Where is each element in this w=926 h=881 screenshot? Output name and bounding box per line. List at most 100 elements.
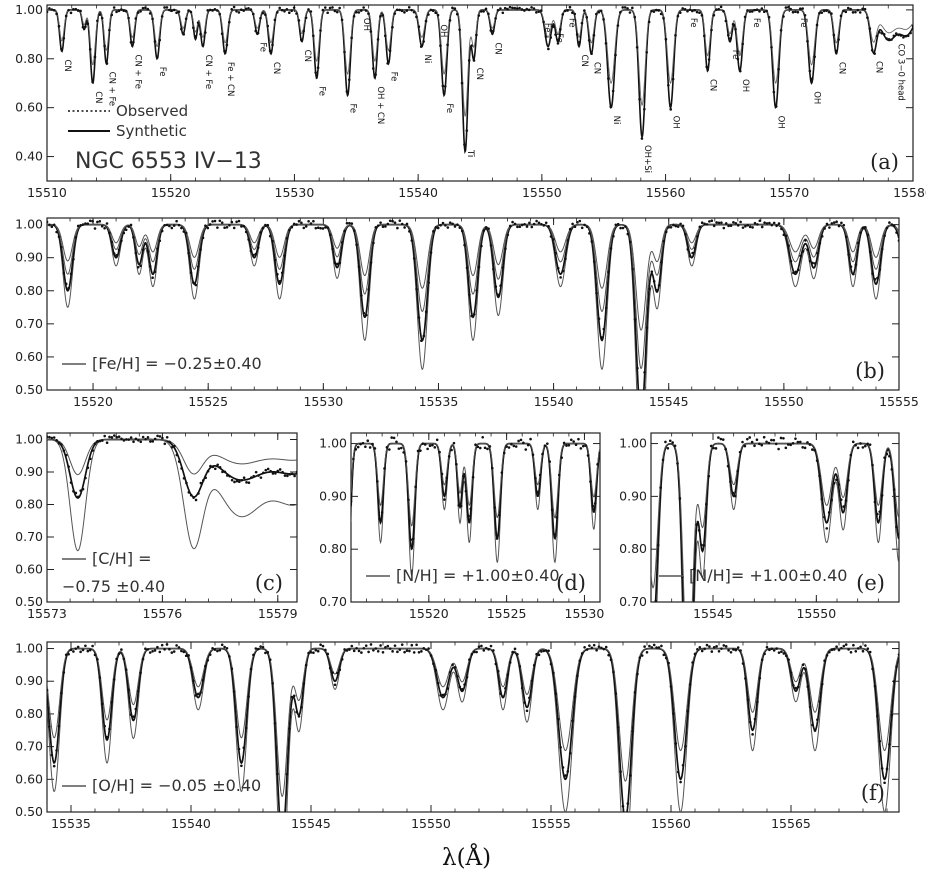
line-id-label: Fe <box>388 72 398 82</box>
observed-point <box>153 649 157 652</box>
observed-point <box>544 35 548 38</box>
observed-point <box>76 645 80 649</box>
observed-point <box>710 28 713 32</box>
observed-point <box>770 45 773 49</box>
observed-point <box>411 537 415 541</box>
observed-point <box>707 58 711 61</box>
observed-point <box>765 440 768 444</box>
observed-point <box>74 647 78 650</box>
observed-point <box>199 248 202 251</box>
observed-point <box>587 38 591 42</box>
observed-point <box>593 502 597 505</box>
observed-point <box>264 651 267 655</box>
observed-point <box>811 448 814 451</box>
observed-point <box>667 83 670 87</box>
observed-point <box>316 226 320 229</box>
observed-point <box>541 452 544 456</box>
observed-point <box>763 221 766 224</box>
observed-point <box>619 10 622 14</box>
observed-point <box>847 648 850 651</box>
observed-point <box>683 7 687 11</box>
observed-point <box>628 240 632 244</box>
observed-point <box>758 10 761 13</box>
observed-point <box>530 6 533 9</box>
observed-point <box>288 228 291 232</box>
observed-point <box>645 50 649 54</box>
observed-point <box>859 442 862 445</box>
observed-point <box>885 452 889 456</box>
observed-point <box>417 25 421 29</box>
observed-point <box>733 494 737 498</box>
observed-point <box>686 9 689 13</box>
observed-point <box>746 437 749 441</box>
observed-point <box>285 8 289 11</box>
observed-point <box>362 311 366 315</box>
observed-point <box>506 233 510 237</box>
observed-point <box>842 505 845 508</box>
observed-point <box>746 224 750 227</box>
observed-point <box>502 451 506 455</box>
observed-point <box>300 221 303 225</box>
observed-point <box>362 6 365 9</box>
observed-point <box>590 646 594 650</box>
observed-point <box>650 270 654 273</box>
observed-point <box>547 47 550 51</box>
observed-point <box>681 763 685 767</box>
observed-point <box>312 651 315 655</box>
observed-point <box>482 229 486 232</box>
observed-point <box>806 248 810 252</box>
observed-point <box>139 264 142 268</box>
observed-point <box>532 222 536 226</box>
observed-point <box>124 228 128 232</box>
observed-point <box>803 13 807 17</box>
observed-point <box>837 224 841 228</box>
observed-point <box>483 446 487 450</box>
observed-point <box>828 226 831 229</box>
observed-point <box>643 645 646 648</box>
observed-point <box>457 504 461 507</box>
observed-point <box>537 221 541 225</box>
line-id-label: OH <box>776 116 786 129</box>
observed-point <box>524 448 528 451</box>
observed-point <box>364 644 368 647</box>
observed-point <box>595 291 598 295</box>
observed-point <box>746 698 750 701</box>
observed-point <box>576 221 579 224</box>
observed-point <box>384 225 387 228</box>
observed-point <box>858 11 862 14</box>
observed-point <box>302 226 306 230</box>
observed-point <box>379 15 382 18</box>
synthetic-curve-0 <box>656 443 899 602</box>
observed-point <box>604 306 608 310</box>
observed-point <box>638 97 641 101</box>
observed-point <box>419 45 423 48</box>
observed-point <box>659 486 662 489</box>
observed-point <box>319 29 322 32</box>
observed-point <box>904 34 908 38</box>
observed-point <box>648 287 651 291</box>
synthetic-curve-2 <box>351 443 600 527</box>
observed-point <box>794 686 798 690</box>
observed-point <box>688 683 692 686</box>
observed-point <box>355 243 358 247</box>
observed-point <box>636 672 639 676</box>
observed-point <box>820 497 824 501</box>
x-tick-label: 15520 <box>409 606 449 621</box>
observed-point <box>504 687 507 690</box>
y-tick-label: 0.60 <box>15 562 43 577</box>
observed-point <box>804 239 807 242</box>
observed-point <box>550 508 554 512</box>
panel-frame <box>46 432 298 603</box>
observed-point <box>475 33 478 37</box>
observed-point <box>242 9 246 12</box>
observed-point <box>501 266 505 269</box>
observed-point <box>578 659 582 663</box>
observed-point <box>230 7 234 11</box>
y-tick-label: 0.60 <box>15 771 43 786</box>
observed-point <box>132 40 135 44</box>
observed-point <box>787 658 790 661</box>
observed-point <box>409 538 413 541</box>
x-axis-label: λ(Å) <box>442 845 492 871</box>
y-tick-label: 0.50 <box>15 382 43 397</box>
